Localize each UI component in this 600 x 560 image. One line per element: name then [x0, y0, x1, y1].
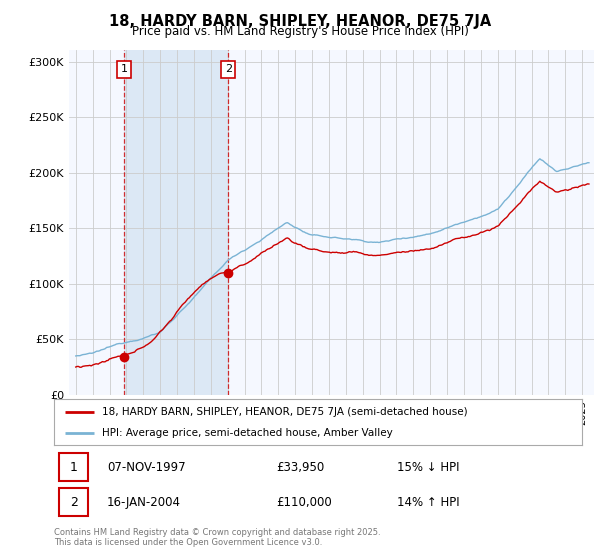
FancyBboxPatch shape — [59, 488, 88, 516]
Text: 18, HARDY BARN, SHIPLEY, HEANOR, DE75 7JA: 18, HARDY BARN, SHIPLEY, HEANOR, DE75 7J… — [109, 14, 491, 29]
Text: Contains HM Land Registry data © Crown copyright and database right 2025.
This d: Contains HM Land Registry data © Crown c… — [54, 528, 380, 547]
Text: 2: 2 — [70, 496, 78, 508]
Text: £33,950: £33,950 — [276, 461, 324, 474]
Text: 07-NOV-1997: 07-NOV-1997 — [107, 461, 185, 474]
Text: 18, HARDY BARN, SHIPLEY, HEANOR, DE75 7JA (semi-detached house): 18, HARDY BARN, SHIPLEY, HEANOR, DE75 7J… — [101, 407, 467, 417]
Text: HPI: Average price, semi-detached house, Amber Valley: HPI: Average price, semi-detached house,… — [101, 428, 392, 438]
Text: 2: 2 — [225, 64, 232, 74]
Text: Price paid vs. HM Land Registry's House Price Index (HPI): Price paid vs. HM Land Registry's House … — [131, 25, 469, 38]
Text: 1: 1 — [121, 64, 128, 74]
Bar — [124, 50, 229, 395]
Text: 14% ↑ HPI: 14% ↑ HPI — [397, 496, 460, 508]
Text: £110,000: £110,000 — [276, 496, 332, 508]
Text: 15% ↓ HPI: 15% ↓ HPI — [397, 461, 460, 474]
FancyBboxPatch shape — [59, 454, 88, 482]
Text: 1: 1 — [70, 461, 78, 474]
Text: 16-JAN-2004: 16-JAN-2004 — [107, 496, 181, 508]
